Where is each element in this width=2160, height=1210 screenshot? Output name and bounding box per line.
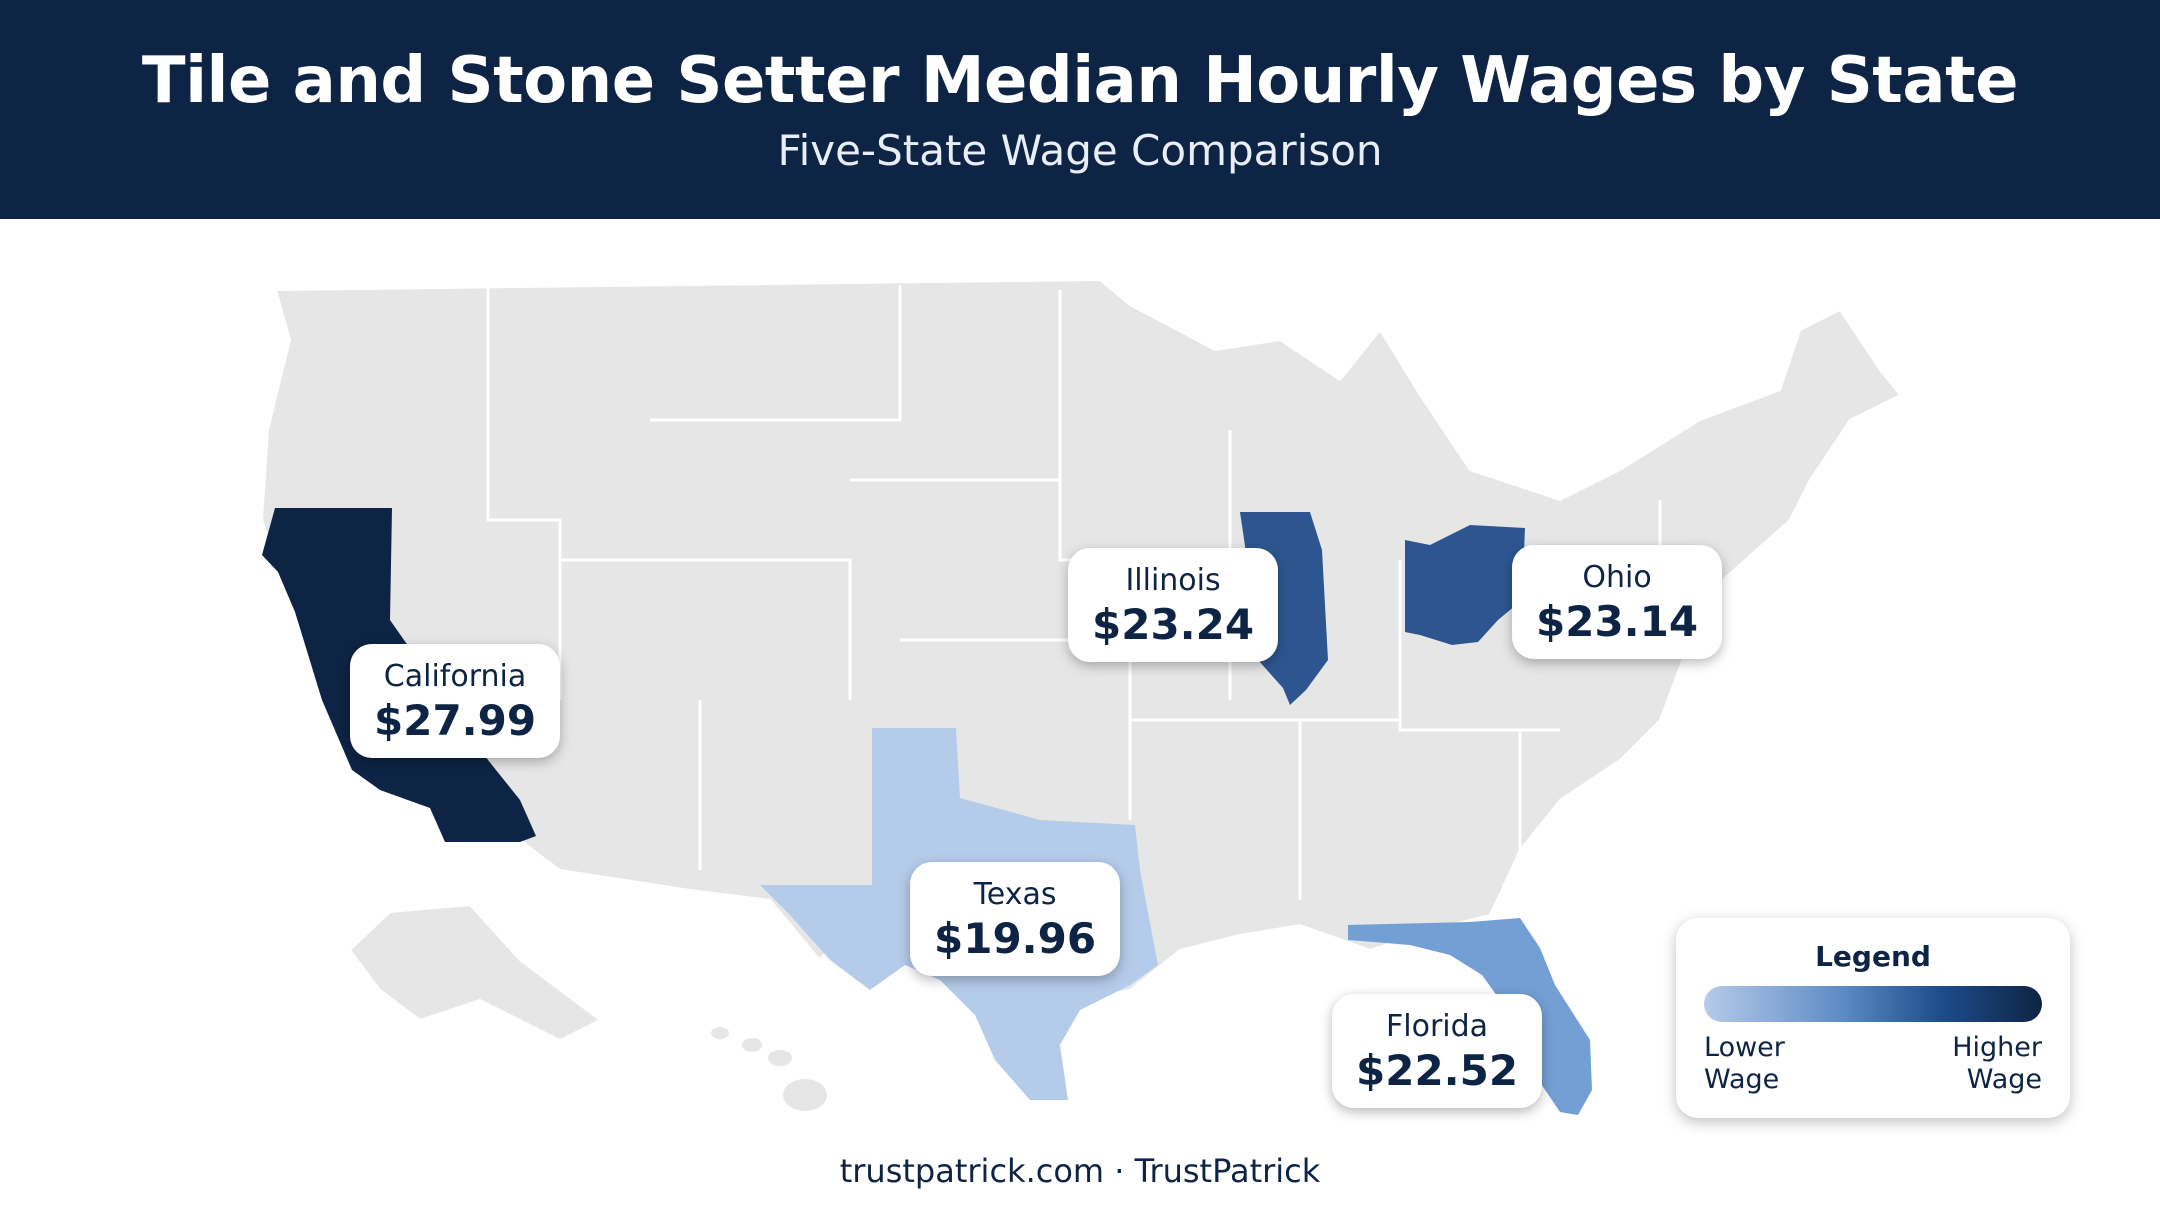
state-ohio [1405, 525, 1525, 645]
label-ohio: Ohio $23.14 [1512, 545, 1723, 659]
footer-credit: trustpatrick.com · TrustPatrick [839, 1152, 1321, 1190]
state-name-label: Illinois [1125, 563, 1221, 598]
state-name-label: Florida [1386, 1009, 1489, 1044]
page-title: Tile and Stone Setter Median Hourly Wage… [141, 44, 2019, 118]
state-name-label: Ohio [1582, 560, 1652, 595]
label-florida: Florida $22.52 [1332, 994, 1543, 1108]
label-california: California $27.99 [350, 644, 561, 758]
label-illinois: Illinois $23.24 [1068, 548, 1279, 662]
state-name-label: California [383, 659, 527, 694]
wage-value-label: $23.24 [1092, 600, 1255, 649]
label-texas: Texas $19.96 [910, 862, 1121, 976]
wage-value-label: $23.14 [1536, 597, 1699, 646]
state-borders [486, 280, 1690, 900]
legend-high-label: Higher Wage [1952, 1032, 2042, 1095]
hawaii-shape [711, 1027, 827, 1111]
state-name-label: Texas [973, 877, 1057, 912]
wage-value-label: $27.99 [374, 696, 537, 745]
legend-title: Legend [1815, 940, 1931, 973]
alaska-shape [348, 903, 602, 1042]
map-legend: Legend Lower Wage Higher Wage [1676, 918, 2070, 1118]
legend-gradient-bar [1704, 986, 2042, 1022]
state-florida [1348, 918, 1592, 1115]
page-subtitle: Five-State Wage Comparison [777, 126, 1383, 175]
legend-low-label: Lower Wage [1704, 1032, 1785, 1095]
wage-value-label: $19.96 [934, 914, 1097, 963]
wage-value-label: $22.52 [1356, 1046, 1519, 1095]
header-banner: Tile and Stone Setter Median Hourly Wage… [0, 0, 2160, 219]
